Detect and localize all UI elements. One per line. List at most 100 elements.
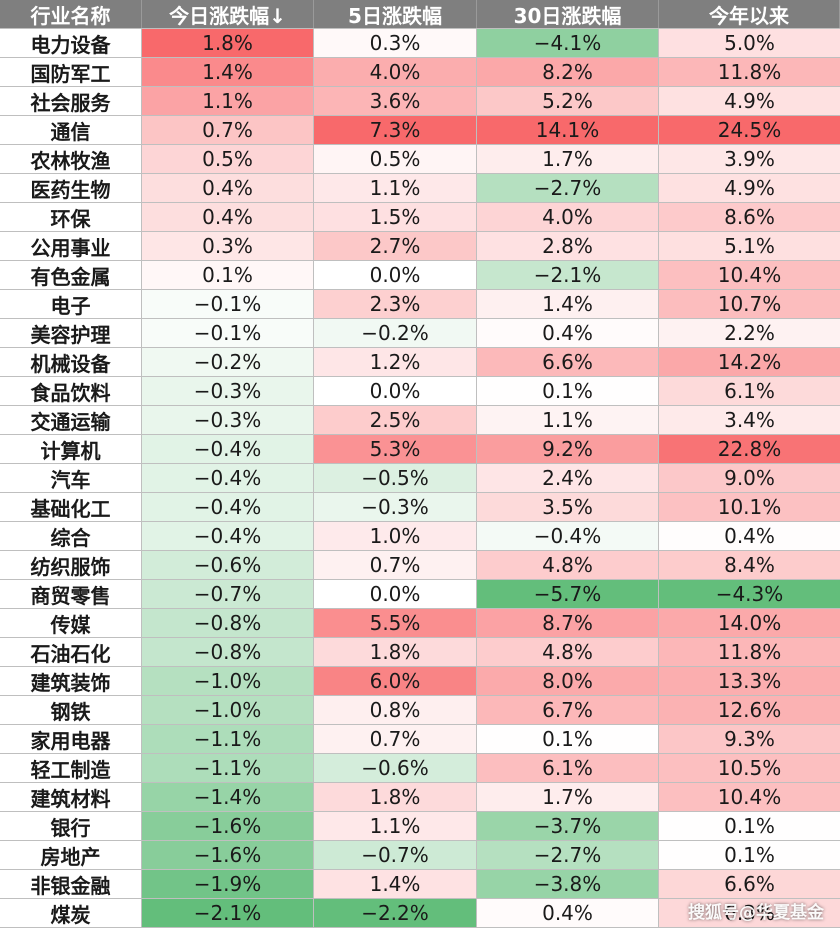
change-cell-d5: −0.2% (314, 319, 477, 347)
industry-name-cell: 社会服务 (0, 87, 142, 115)
column-header: 5日涨跌幅 (314, 0, 477, 28)
change-cell-d5: 6.0% (314, 667, 477, 695)
change-cell-d5: 1.1% (314, 174, 477, 202)
change-cell-d30: 0.1% (477, 725, 659, 753)
industry-name-cell: 交通运输 (0, 406, 142, 434)
table-row: 基础化工 −0.4% −0.3% 3.5% 10.1% (0, 493, 840, 522)
change-cell-ytd: 14.0% (659, 609, 840, 637)
change-cell-d30: 2.4% (477, 464, 659, 492)
change-cell-ytd: 6.1% (659, 377, 840, 405)
change-cell-d1: −1.6% (142, 812, 314, 840)
industry-name-cell: 纺织服饰 (0, 551, 142, 579)
industry-name-cell: 通信 (0, 116, 142, 144)
change-cell-d30: 5.2% (477, 87, 659, 115)
industry-name-cell: 家用电器 (0, 725, 142, 753)
industry-name-cell: 食品饮料 (0, 377, 142, 405)
table-row: 食品饮料 −0.3% 0.0% 0.1% 6.1% (0, 377, 840, 406)
change-cell-ytd: 4.9% (659, 87, 840, 115)
table-row: 银行 −1.6% 1.1% −3.7% 0.1% (0, 812, 840, 841)
change-cell-d5: 0.5% (314, 145, 477, 173)
table-row: 电力设备 1.8% 0.3% −4.1% 5.0% (0, 29, 840, 58)
change-cell-ytd: 10.5% (659, 754, 840, 782)
industry-name-cell: 钢铁 (0, 696, 142, 724)
change-cell-d1: −0.4% (142, 435, 314, 463)
change-cell-ytd: 5.0% (659, 29, 840, 57)
change-cell-d30: −3.7% (477, 812, 659, 840)
table-row: 通信 0.7% 7.3% 14.1% 24.5% (0, 116, 840, 145)
table-row: 社会服务 1.1% 3.6% 5.2% 4.9% (0, 87, 840, 116)
table-row: 有色金属 0.1% 0.0% −2.1% 10.4% (0, 261, 840, 290)
change-cell-d30: −3.8% (477, 870, 659, 898)
change-cell-d1: 1.8% (142, 29, 314, 57)
change-cell-d30: 2.8% (477, 232, 659, 260)
column-header[interactable]: 今日涨跌幅↓ (142, 0, 314, 28)
change-cell-d1: −1.9% (142, 870, 314, 898)
change-cell-d30: 14.1% (477, 116, 659, 144)
change-cell-d1: −1.0% (142, 667, 314, 695)
change-cell-d30: 6.1% (477, 754, 659, 782)
change-cell-ytd: 14.2% (659, 348, 840, 376)
industry-name-cell: 煤炭 (0, 899, 142, 927)
industry-name-cell: 非银金融 (0, 870, 142, 898)
change-cell-d5: 1.1% (314, 812, 477, 840)
industry-name-cell: 美容护理 (0, 319, 142, 347)
change-cell-d1: −0.4% (142, 493, 314, 521)
table-row: 钢铁 −1.0% 0.8% 6.7% 12.6% (0, 696, 840, 725)
change-cell-d30: 8.0% (477, 667, 659, 695)
change-cell-d5: 0.0% (314, 580, 477, 608)
change-cell-d1: −0.8% (142, 609, 314, 637)
industry-name-cell: 石油石化 (0, 638, 142, 666)
industry-name-cell: 环保 (0, 203, 142, 231)
table-row: 家用电器 −1.1% 0.7% 0.1% 9.3% (0, 725, 840, 754)
change-cell-d30: 1.1% (477, 406, 659, 434)
change-cell-d1: −0.3% (142, 377, 314, 405)
change-cell-d30: 1.7% (477, 145, 659, 173)
change-cell-d30: −2.1% (477, 261, 659, 289)
column-header: 今年以来 (659, 0, 840, 28)
change-cell-ytd: 2.2% (659, 319, 840, 347)
change-cell-d5: 0.7% (314, 551, 477, 579)
industry-name-cell: 有色金属 (0, 261, 142, 289)
change-cell-d5: 2.5% (314, 406, 477, 434)
change-cell-ytd: 0.4% (659, 522, 840, 550)
change-cell-d30: 4.8% (477, 638, 659, 666)
change-cell-d30: 0.1% (477, 377, 659, 405)
change-cell-ytd: 10.1% (659, 493, 840, 521)
change-cell-d5: 0.0% (314, 261, 477, 289)
change-cell-d1: −2.1% (142, 899, 314, 927)
change-cell-d1: −0.2% (142, 348, 314, 376)
table-row: 轻工制造 −1.1% −0.6% 6.1% 10.5% (0, 754, 840, 783)
change-cell-d1: −0.6% (142, 551, 314, 579)
change-cell-ytd: 13.3% (659, 667, 840, 695)
change-cell-ytd: −4.3% (659, 580, 840, 608)
industry-name-cell: 轻工制造 (0, 754, 142, 782)
change-cell-ytd: 4.9% (659, 174, 840, 202)
change-cell-d30: 6.7% (477, 696, 659, 724)
table-row: 纺织服饰 −0.6% 0.7% 4.8% 8.4% (0, 551, 840, 580)
change-cell-d1: −0.1% (142, 290, 314, 318)
change-cell-ytd: 0.1% (659, 812, 840, 840)
change-cell-d5: 2.3% (314, 290, 477, 318)
table-row: 建筑装饰 −1.0% 6.0% 8.0% 13.3% (0, 667, 840, 696)
change-cell-d1: −0.1% (142, 319, 314, 347)
change-cell-d5: 1.5% (314, 203, 477, 231)
industry-name-cell: 电子 (0, 290, 142, 318)
change-cell-d5: 0.0% (314, 377, 477, 405)
change-cell-d1: 1.1% (142, 87, 314, 115)
change-cell-d1: −0.3% (142, 406, 314, 434)
industry-name-cell: 综合 (0, 522, 142, 550)
industry-name-cell: 房地产 (0, 841, 142, 869)
change-cell-ytd: 12.6% (659, 696, 840, 724)
table-row: 农林牧渔 0.5% 0.5% 1.7% 3.9% (0, 145, 840, 174)
change-cell-ytd: 6.3% (659, 899, 840, 927)
change-cell-ytd: 10.4% (659, 261, 840, 289)
table-row: 交通运输 −0.3% 2.5% 1.1% 3.4% (0, 406, 840, 435)
change-cell-d1: 1.4% (142, 58, 314, 86)
change-cell-d5: 5.3% (314, 435, 477, 463)
change-cell-d5: 0.3% (314, 29, 477, 57)
change-cell-d1: 0.7% (142, 116, 314, 144)
table-row: 建筑材料 −1.4% 1.8% 1.7% 10.4% (0, 783, 840, 812)
change-cell-ytd: 0.1% (659, 841, 840, 869)
column-header: 行业名称 (0, 0, 142, 28)
